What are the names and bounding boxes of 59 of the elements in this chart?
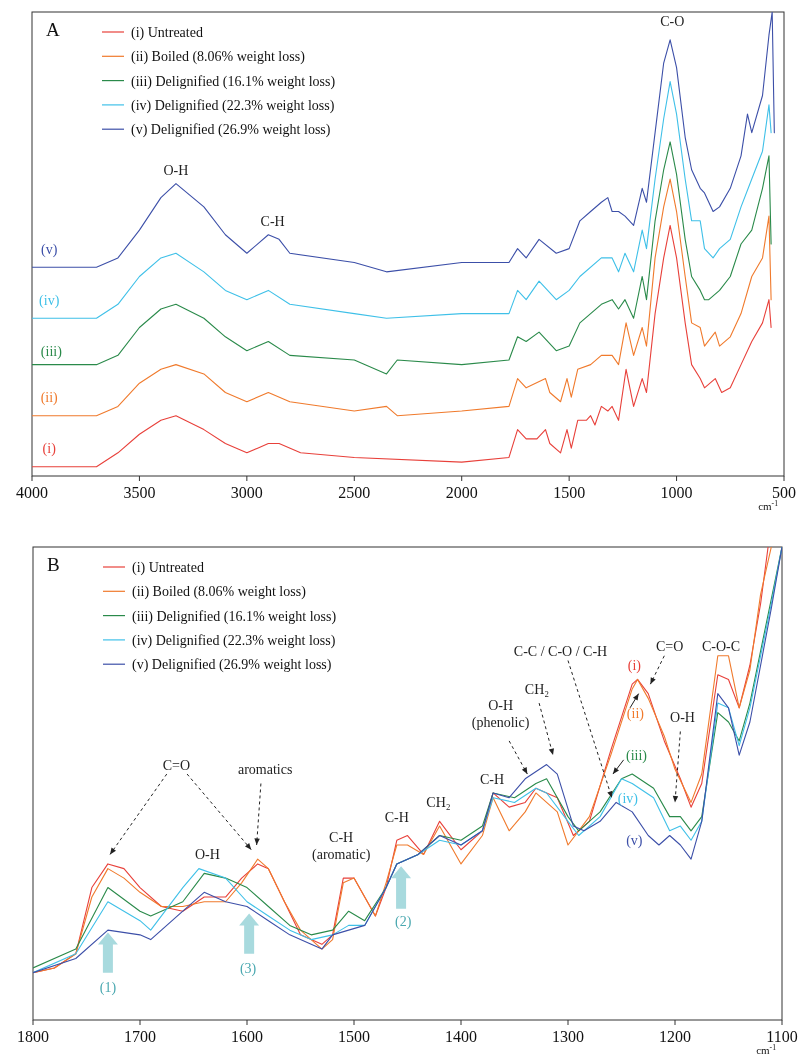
annotation: (1) <box>99 979 117 996</box>
legend-label: (ii) Boiled (8.06% weight loss) <box>131 49 306 66</box>
annotation: (3) <box>239 960 257 977</box>
x-tick-label: 1200 <box>659 1028 691 1045</box>
x-tick-label: 1800 <box>17 1028 49 1045</box>
x-tick-label: 3500 <box>123 484 156 501</box>
legend-label: (iv) Delignified (22.3% weight loss) <box>132 632 336 649</box>
annotation: (v) <box>41 241 58 258</box>
annotation: C-C / C-O / C-H <box>513 644 608 660</box>
annotation: aromatics <box>237 762 293 778</box>
legend-label: (ii) Boiled (8.06% weight loss) <box>132 584 307 601</box>
annotation: O-H <box>194 847 220 863</box>
annotation: C-O-C <box>701 639 741 655</box>
annotation: (iii) <box>40 343 63 360</box>
x-tick-label: 3000 <box>230 484 263 501</box>
annotation: O-H (phenolic) <box>471 697 530 731</box>
annotation: C=O <box>162 757 191 773</box>
x-tick-label: 1100 <box>766 1028 798 1045</box>
annotation: (iv) <box>617 790 639 807</box>
x-tick-label: 2000 <box>445 484 478 501</box>
annotation: O-H <box>163 162 189 178</box>
legend-label: (iii) Delignified (16.1% weight loss) <box>131 73 336 90</box>
annotation: C-O <box>660 14 685 30</box>
x-tick-label: 1700 <box>124 1028 156 1045</box>
annotation: (iv) <box>39 292 60 309</box>
x-tick-label: 1500 <box>553 484 586 501</box>
x-tick-label: 2500 <box>338 484 371 501</box>
annotation: C-H <box>260 213 285 229</box>
x-tick-label: 1400 <box>445 1028 477 1045</box>
legend-label: (v) Delignified (26.9% weight loss) <box>131 122 331 139</box>
annotation: (v) <box>626 833 643 850</box>
legend-label: (v) Delignified (26.9% weight loss) <box>132 657 332 674</box>
annotation: (2) <box>395 913 412 930</box>
annotation: (i) <box>42 441 57 458</box>
x-tick-label: 1500 <box>338 1028 370 1045</box>
x-tick-label: 1600 <box>231 1028 263 1045</box>
annotation: C=O <box>655 639 684 655</box>
x-tick-label: 500 <box>772 484 796 501</box>
annotation: (ii) <box>40 390 59 407</box>
chart-title: A <box>46 19 60 40</box>
annotation: O-H <box>670 710 695 726</box>
x-axis-title: cm$^{-1}$ <box>758 498 779 512</box>
annotation: (i) <box>627 658 642 675</box>
x-tick-label: 1300 <box>552 1028 584 1045</box>
annotation: CH₂ <box>524 681 550 697</box>
legend-label: (iv) Delignified (22.3% weight loss) <box>131 97 335 114</box>
annotation: C-H <box>384 809 409 825</box>
legend-label: (i) Untreated <box>131 25 203 41</box>
chart-title: B <box>47 554 60 575</box>
x-tick-label: 4000 <box>16 484 48 501</box>
annotation: (iii) <box>625 748 648 765</box>
x-axis-title: cm$^{-1}$ <box>756 1042 777 1056</box>
x-tick-label: 1000 <box>660 484 693 501</box>
annotation: (ii) <box>626 705 645 722</box>
legend-label: (iii) Delignified (16.1% weight loss) <box>132 608 337 625</box>
legend-label: (i) Untreated <box>132 560 204 576</box>
annotation: CH₂ <box>426 795 451 811</box>
annotation: C-H <box>479 771 505 787</box>
annotation: C-H (aromatic) <box>312 829 371 863</box>
